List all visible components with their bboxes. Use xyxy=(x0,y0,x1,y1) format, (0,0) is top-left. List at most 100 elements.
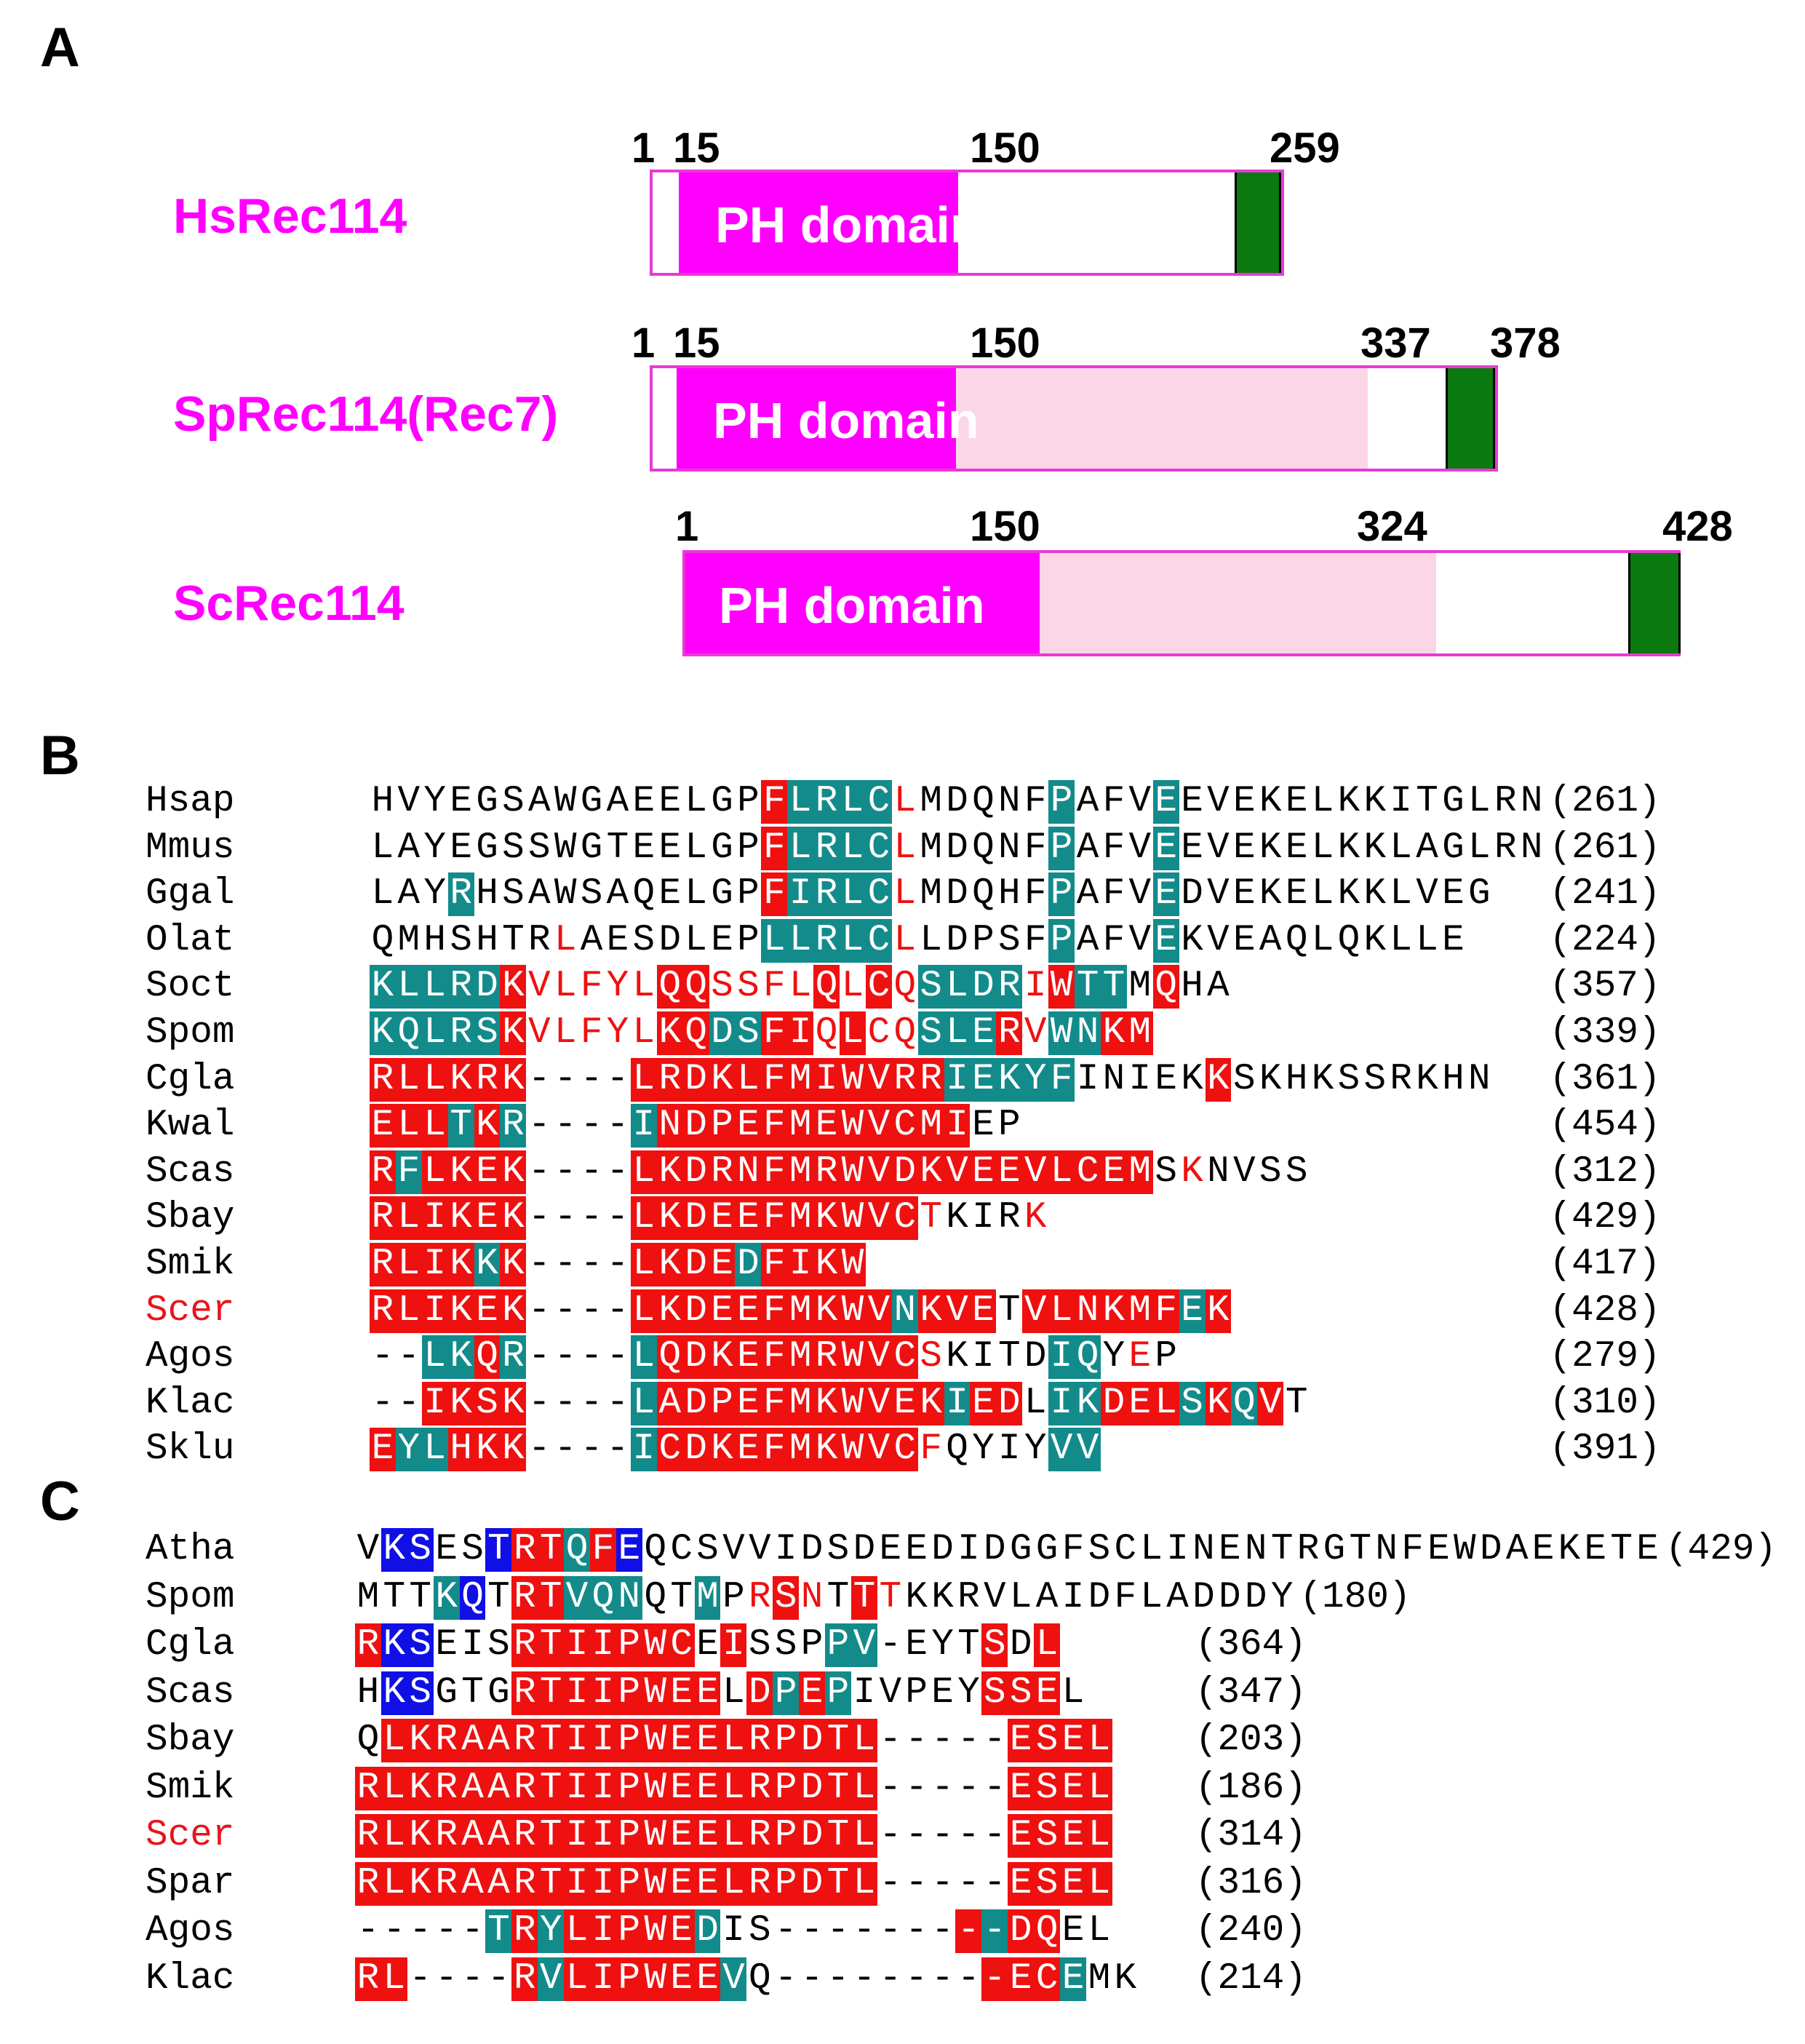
protein-bar-sprec114: PH domain xyxy=(650,365,1498,472)
species-label: Spom xyxy=(146,1576,235,1618)
species-label: Mmus xyxy=(146,827,235,869)
species-label: Smik xyxy=(146,1244,235,1285)
species-label: Kwal xyxy=(146,1105,235,1147)
residue-count: (241) xyxy=(1549,873,1661,915)
residue-count: (454) xyxy=(1549,1105,1661,1147)
species-label: Scer xyxy=(146,1289,235,1332)
residue-count: (339) xyxy=(1549,1012,1661,1054)
c-terminal-box xyxy=(1235,172,1281,273)
species-label: Hsap xyxy=(146,781,235,822)
position-324: 324 xyxy=(1357,503,1427,550)
species-label: Klac xyxy=(146,1957,235,2000)
residue-count: (224) xyxy=(1549,919,1661,961)
residue-count: (429) xyxy=(1665,1529,1777,1570)
residue-count: (310) xyxy=(1549,1382,1661,1424)
protein-name-screc114: ScRec114 xyxy=(173,576,405,631)
species-label: Atha xyxy=(146,1529,235,1570)
residue-count: (214) xyxy=(1195,1957,1307,2000)
panel-label-b: B xyxy=(40,725,80,787)
residue-count: (316) xyxy=(1195,1862,1307,1904)
species-label: Klac xyxy=(146,1382,235,1424)
residue-count: (261) xyxy=(1549,781,1661,822)
ph-domain-segment xyxy=(677,368,956,469)
residue-count: (347) xyxy=(1195,1671,1307,1714)
ph-domain-label: PH domain xyxy=(715,196,981,253)
residue-count: (364) xyxy=(1195,1624,1307,1666)
species-label: Olat xyxy=(146,919,235,961)
ph-domain-segment xyxy=(685,553,1040,653)
protein-name-hsrec114: HsRec114 xyxy=(173,188,407,244)
protein-bar-hsrec114: PH domain xyxy=(650,170,1284,276)
ph-domain-label: PH domain xyxy=(713,392,979,449)
species-label: Cgla xyxy=(146,1624,235,1666)
position-1: 1 xyxy=(631,124,656,172)
species-label: Spar xyxy=(146,1862,235,1904)
species-label: Ggal xyxy=(146,873,235,915)
ph-domain-segment xyxy=(679,172,958,273)
residue-count: (279) xyxy=(1549,1336,1661,1378)
panel-label-c: C xyxy=(40,1471,80,1532)
species-label: Scer xyxy=(146,1815,235,1856)
species-label: Sklu xyxy=(146,1428,235,1471)
c-terminal-box xyxy=(1446,368,1495,469)
c-terminal-box xyxy=(1628,553,1681,653)
residue-count: (314) xyxy=(1195,1815,1307,1856)
protein-bar-screc114: PH domain xyxy=(682,550,1681,656)
extension-segment xyxy=(1040,553,1436,653)
species-label: Scas xyxy=(146,1150,235,1193)
species-label: Scas xyxy=(146,1671,235,1714)
position-15: 15 xyxy=(673,124,720,172)
position-15: 15 xyxy=(673,319,720,367)
position-337: 337 xyxy=(1360,319,1431,367)
position-259: 259 xyxy=(1270,124,1340,172)
residue-count: (261) xyxy=(1549,827,1661,869)
protein-name-sprec114: SpRec114(Rec7) xyxy=(173,386,559,442)
position-150: 150 xyxy=(970,319,1040,367)
residue-count: (429) xyxy=(1549,1197,1661,1239)
residue-count: (361) xyxy=(1549,1058,1661,1100)
position-1: 1 xyxy=(675,503,699,550)
residue-count: (391) xyxy=(1549,1428,1661,1471)
species-label: Cgla xyxy=(146,1058,235,1100)
species-label: Spom xyxy=(146,1012,235,1054)
residue-count: (428) xyxy=(1549,1289,1661,1332)
species-label: Agos xyxy=(146,1336,235,1378)
species-label: Soct xyxy=(146,966,235,1008)
residue-count: (203) xyxy=(1195,1719,1307,1761)
species-label: Agos xyxy=(146,1910,235,1952)
residue-count: (240) xyxy=(1195,1910,1307,1952)
ph-domain-label: PH domain xyxy=(719,577,985,634)
position-1: 1 xyxy=(631,319,656,367)
species-label: Sbay xyxy=(146,1197,235,1239)
residue-count: (312) xyxy=(1549,1150,1661,1193)
position-150: 150 xyxy=(970,124,1040,172)
panel-label-a: A xyxy=(40,17,80,79)
residue-count: (357) xyxy=(1549,966,1661,1008)
residue-count: (186) xyxy=(1195,1767,1307,1809)
